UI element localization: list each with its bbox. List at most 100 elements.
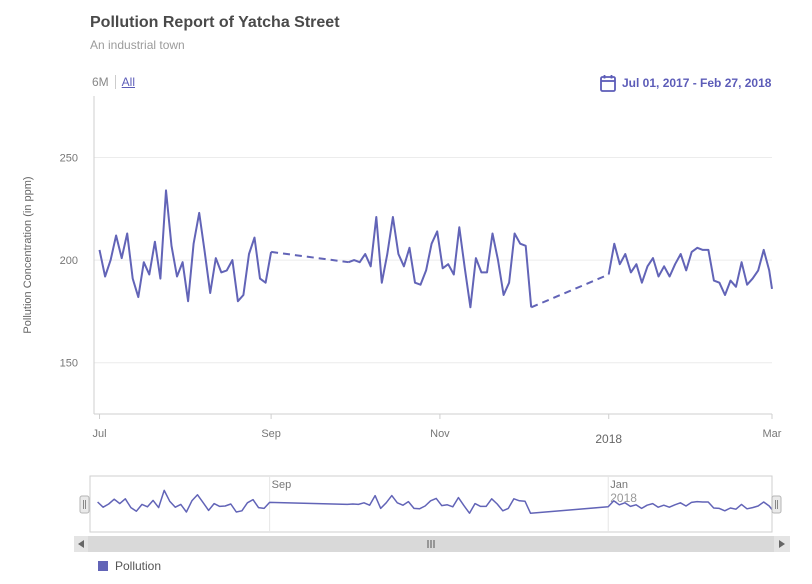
data-point[interactable]	[701, 248, 705, 252]
data-point[interactable]	[729, 279, 733, 283]
data-point[interactable]	[175, 275, 179, 279]
data-point[interactable]	[158, 277, 162, 281]
data-point[interactable]	[634, 262, 638, 266]
data-point[interactable]	[258, 277, 262, 281]
data-point[interactable]	[380, 281, 384, 285]
data-point[interactable]	[114, 234, 118, 238]
data-point[interactable]	[706, 248, 710, 252]
data-point[interactable]	[640, 281, 644, 285]
data-point[interactable]	[203, 250, 207, 254]
legend-item-pollution[interactable]: Pollution	[98, 559, 161, 573]
data-point[interactable]	[751, 277, 755, 281]
data-point[interactable]	[723, 293, 727, 297]
data-point[interactable]	[740, 260, 744, 264]
data-point[interactable]	[347, 260, 351, 264]
data-point[interactable]	[247, 252, 251, 256]
data-point[interactable]	[219, 270, 223, 274]
data-point[interactable]	[369, 264, 373, 268]
data-point[interactable]	[435, 229, 439, 233]
navigator-handle-right[interactable]	[771, 495, 782, 514]
data-point[interactable]	[618, 262, 622, 266]
data-point[interactable]	[98, 248, 102, 252]
data-point[interactable]	[385, 252, 389, 256]
series-line-pollution[interactable]	[607, 242, 773, 296]
data-point[interactable]	[413, 281, 417, 285]
data-point[interactable]	[496, 258, 500, 262]
data-point[interactable]	[225, 268, 229, 272]
data-point[interactable]	[479, 270, 483, 274]
data-point[interactable]	[374, 215, 378, 219]
data-point[interactable]	[607, 273, 611, 277]
data-point[interactable]	[518, 242, 522, 246]
data-point[interactable]	[491, 232, 495, 236]
data-point[interactable]	[170, 244, 174, 248]
data-point[interactable]	[657, 275, 661, 279]
data-point[interactable]	[646, 264, 650, 268]
data-point[interactable]	[524, 244, 528, 248]
data-point[interactable]	[446, 262, 450, 266]
data-point[interactable]	[424, 268, 428, 272]
data-point[interactable]	[230, 258, 234, 262]
data-point[interactable]	[745, 283, 749, 287]
data-point[interactable]	[441, 266, 445, 270]
data-point[interactable]	[468, 305, 472, 309]
data-point[interactable]	[695, 246, 699, 250]
data-point[interactable]	[269, 250, 273, 254]
data-point[interactable]	[734, 285, 738, 289]
data-point[interactable]	[181, 260, 185, 264]
data-point[interactable]	[717, 281, 721, 285]
data-point[interactable]	[396, 252, 400, 256]
data-point[interactable]	[457, 225, 461, 229]
data-point[interactable]	[762, 248, 766, 252]
data-point[interactable]	[770, 287, 774, 291]
data-point[interactable]	[668, 275, 672, 279]
data-point[interactable]	[662, 264, 666, 268]
data-point[interactable]	[629, 270, 633, 274]
range-button-6m[interactable]: 6M	[92, 75, 109, 89]
data-point[interactable]	[513, 232, 517, 236]
data-point[interactable]	[673, 262, 677, 266]
data-point[interactable]	[131, 277, 135, 281]
data-point[interactable]	[147, 273, 151, 277]
data-point[interactable]	[474, 256, 478, 260]
data-point[interactable]	[391, 215, 395, 219]
data-point[interactable]	[153, 240, 157, 244]
data-point[interactable]	[352, 258, 356, 262]
data-point[interactable]	[712, 279, 716, 283]
data-point[interactable]	[197, 211, 201, 215]
data-point[interactable]	[402, 264, 406, 268]
data-point[interactable]	[214, 256, 218, 260]
data-point[interactable]	[120, 256, 124, 260]
data-point[interactable]	[612, 242, 616, 246]
series-line-pollution[interactable]	[348, 216, 533, 309]
data-point[interactable]	[241, 293, 245, 297]
data-point[interactable]	[142, 260, 146, 264]
data-point[interactable]	[109, 258, 113, 262]
data-point[interactable]	[767, 268, 771, 272]
data-point[interactable]	[485, 270, 489, 274]
range-button-all[interactable]: All	[121, 75, 136, 89]
data-point[interactable]	[507, 281, 511, 285]
data-point[interactable]	[529, 305, 533, 309]
data-point[interactable]	[136, 295, 140, 299]
navigator-window[interactable]	[89, 475, 773, 533]
data-point[interactable]	[186, 299, 190, 303]
data-point[interactable]	[756, 268, 760, 272]
data-point[interactable]	[125, 232, 129, 236]
data-point[interactable]	[684, 268, 688, 272]
data-point[interactable]	[463, 266, 467, 270]
data-point[interactable]	[679, 252, 683, 256]
data-point[interactable]	[623, 252, 627, 256]
data-point[interactable]	[690, 250, 694, 254]
data-point[interactable]	[264, 281, 268, 285]
data-point[interactable]	[651, 256, 655, 260]
date-range-picker[interactable]: Jul 01, 2017 - Feb 27, 2018	[600, 74, 771, 92]
data-point[interactable]	[408, 246, 412, 250]
data-point[interactable]	[419, 283, 423, 287]
data-point[interactable]	[208, 291, 212, 295]
data-point[interactable]	[502, 293, 506, 297]
data-point[interactable]	[192, 242, 196, 246]
series-line-pollution[interactable]	[98, 189, 273, 303]
data-point[interactable]	[164, 188, 168, 192]
data-point[interactable]	[253, 236, 257, 240]
